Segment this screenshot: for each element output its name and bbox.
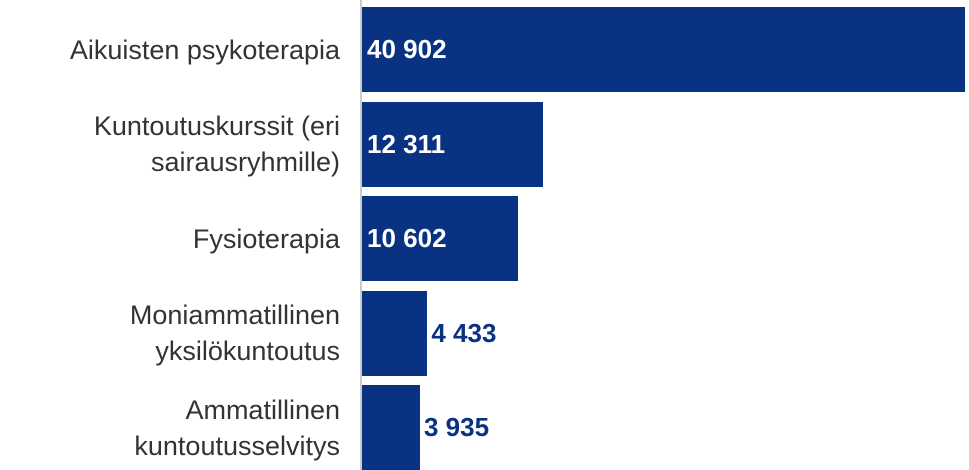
value-label: 3 935 (424, 412, 490, 442)
category-label: Aikuisten psykoterapia (0, 7, 340, 92)
category-label: Kuntoutuskurssit (eri sairausryhmille) (0, 102, 340, 187)
category-text: Kuntoutuskurssit (eri sairausryhmille) (93, 111, 340, 177)
bar (362, 196, 519, 281)
category-label: Moniammatillinen yksilökuntoutus (0, 291, 340, 376)
bar (362, 385, 420, 470)
value-label: 40 902 (367, 34, 447, 64)
category-text: Aikuisten psykoterapia (69, 34, 340, 65)
value-label: 4 433 (431, 317, 497, 348)
value-label: 12 311 (367, 128, 446, 159)
axis-line (360, 0, 362, 470)
category-text: Ammatillinen kuntoutusselvitys (134, 394, 340, 461)
category-text: Moniammatillinen yksilökuntoutus (129, 300, 340, 366)
bar (362, 7, 965, 92)
bar (362, 101, 544, 187)
category-label: Ammatillinen kuntoutusselvitys (0, 385, 340, 470)
bar (362, 290, 428, 376)
category-text: Fysioterapia (192, 223, 340, 254)
value-label: 10 602 (367, 223, 447, 253)
category-label: Fysioterapia (0, 196, 340, 281)
